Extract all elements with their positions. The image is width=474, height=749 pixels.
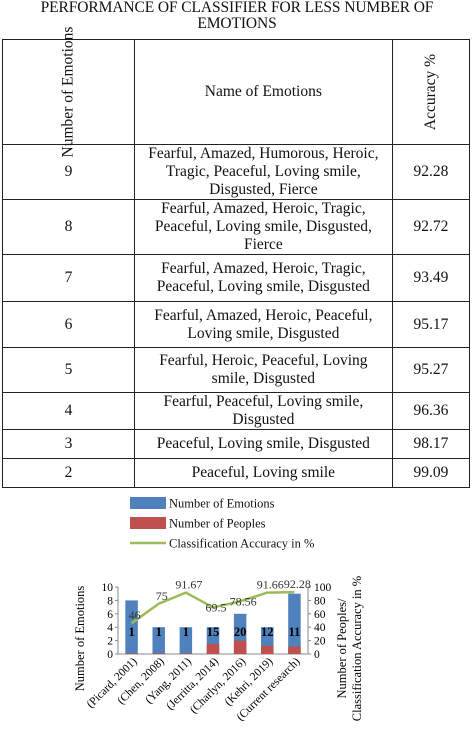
cell-count: 8 [2, 199, 135, 255]
y-tick-left: 10 [102, 582, 114, 594]
table-row: 8 Fearful, Amazed, Heroic, Tragic, Peace… [2, 199, 471, 255]
table-row: 7 Fearful, Amazed, Heroic, Tragic, Peace… [2, 254, 471, 302]
cell-names: Peaceful, Loving smile, Disgusted [133, 429, 393, 459]
accuracy-data-label: 46 [129, 608, 141, 622]
header-accuracy: Accuracy % [391, 39, 471, 145]
bar-peoples [206, 643, 220, 654]
cell-count: 7 [2, 254, 135, 302]
legend-label: Number of Emotions [169, 497, 275, 511]
y-tick-left: 4 [107, 622, 113, 634]
y-tick-right: 20 [314, 636, 326, 648]
y-axis-right-label: Number of Peoples/ [335, 598, 349, 699]
cell-accuracy: 99.09 [391, 458, 471, 488]
cell-count: 3 [2, 429, 135, 459]
emotions-table: Number of Emotions Name of Emotions Accu… [2, 27, 471, 488]
header-name-of-emotions: Name of Emotions [133, 39, 393, 145]
page-title: PERFORMANCE OF CLASSIFIER FOR LESS NUMBE… [40, 0, 434, 32]
cell-count: 4 [2, 392, 135, 430]
accuracy-data-label: 69.5 [206, 600, 227, 614]
accuracy-data-label: 75 [156, 589, 168, 603]
bar-data-label: 1 [183, 625, 189, 639]
legend-swatch [130, 517, 166, 529]
cell-accuracy: 96.36 [391, 392, 471, 430]
y-tick-right: 40 [314, 622, 326, 634]
bar-data-label: 15 [207, 625, 220, 639]
table-row: 4 Fearful, Peaceful, Loving smile, Disgu… [2, 392, 471, 430]
comparison-chart: Number of Emotions Number of Peoples Class… [0, 490, 474, 744]
chart-canvas: Number of Emotions Number of Peoples Class… [73, 497, 364, 724]
bar-data-label: 12 [261, 625, 274, 639]
y-tick-right: 60 [314, 609, 326, 621]
bar-peoples [288, 646, 301, 654]
cell-count: 9 [2, 144, 135, 200]
legend-swatch [130, 497, 166, 509]
bar-data-label: 20 [234, 625, 247, 639]
bar-peoples [125, 653, 138, 654]
cell-accuracy: 92.28 [391, 144, 471, 200]
table-row: 9 Fearful, Amazed, Humorous, Heroic, Tra… [2, 144, 471, 200]
y-tick-left: 8 [107, 595, 113, 607]
y-tick-left: 2 [107, 636, 113, 648]
cell-names: Fearful, Amazed, Heroic, Tragic, Peacefu… [133, 199, 393, 255]
accuracy-data-label: 78.56 [230, 594, 257, 608]
bar-emotions [152, 627, 165, 654]
cell-names: Fearful, Amazed, Heroic, Peaceful, Lovin… [133, 301, 393, 348]
cell-accuracy: 98.17 [391, 429, 471, 459]
bar-data-label: 1 [128, 625, 134, 639]
cell-accuracy: 95.27 [391, 347, 471, 393]
bar-peoples [261, 645, 274, 654]
cell-accuracy: 95.17 [391, 301, 471, 348]
cell-count: 5 [2, 347, 135, 393]
bar-data-label: 11 [289, 625, 301, 639]
y-axis-left-label: Number of Emotions [73, 586, 87, 692]
y-tick-left: 0 [107, 649, 113, 661]
bar-emotions [125, 600, 138, 654]
bar-peoples [152, 653, 165, 654]
y-tick-left: 6 [107, 609, 113, 621]
y-tick-right: 100 [314, 582, 332, 594]
cell-names: Fearful, Amazed, Humorous, Heroic, Tragi… [133, 144, 393, 200]
cell-names: Fearful, Heroic, Peaceful, Loving smile,… [133, 347, 393, 393]
header-number-of-emotions-label: Number of Emotions [59, 26, 77, 158]
cell-accuracy: 92.72 [391, 199, 471, 255]
table-header-row: Number of Emotions Name of Emotions Accu… [2, 27, 471, 157]
legend-label: Number of Peoples [169, 517, 266, 531]
legend-label: Classification Accuracy in % [169, 537, 314, 551]
header-accuracy-label: Accuracy % [421, 53, 439, 131]
bar-data-label: 1 [156, 625, 162, 639]
table-row: 6 Fearful, Amazed, Heroic, Peaceful, Lov… [2, 301, 471, 348]
cell-names: Peaceful, Loving smile [133, 458, 393, 488]
accuracy-data-label: 92.28 [284, 577, 311, 591]
cell-count: 2 [2, 458, 135, 488]
bar-emotions [288, 593, 301, 654]
accuracy-data-label: 91.66 [257, 578, 284, 592]
y-tick-right: 80 [314, 595, 326, 607]
accuracy-data-label: 91.67 [175, 578, 202, 592]
table-row: 3 Peaceful, Loving smile, Disgusted 98.1… [2, 429, 471, 459]
table-row: 2 Peaceful, Loving smile 99.09 [2, 458, 471, 488]
accuracy-line [130, 590, 295, 625]
bar-emotions [179, 627, 193, 654]
cell-count: 6 [2, 301, 135, 348]
table-row: 5 Fearful, Heroic, Peaceful, Loving smil… [2, 347, 471, 393]
header-number-of-emotions: Number of Emotions [2, 27, 135, 157]
y-tick-right: 0 [314, 649, 320, 661]
cell-names: Fearful, Amazed, Heroic, Tragic, Peacefu… [133, 254, 393, 302]
bar-peoples [179, 653, 193, 654]
bar-peoples [233, 640, 247, 654]
cell-accuracy: 93.49 [391, 254, 471, 302]
cell-names: Fearful, Peaceful, Loving smile, Disgust… [133, 392, 393, 430]
y-axis-right-label-line2: Classification Accuracy in % [350, 576, 364, 721]
